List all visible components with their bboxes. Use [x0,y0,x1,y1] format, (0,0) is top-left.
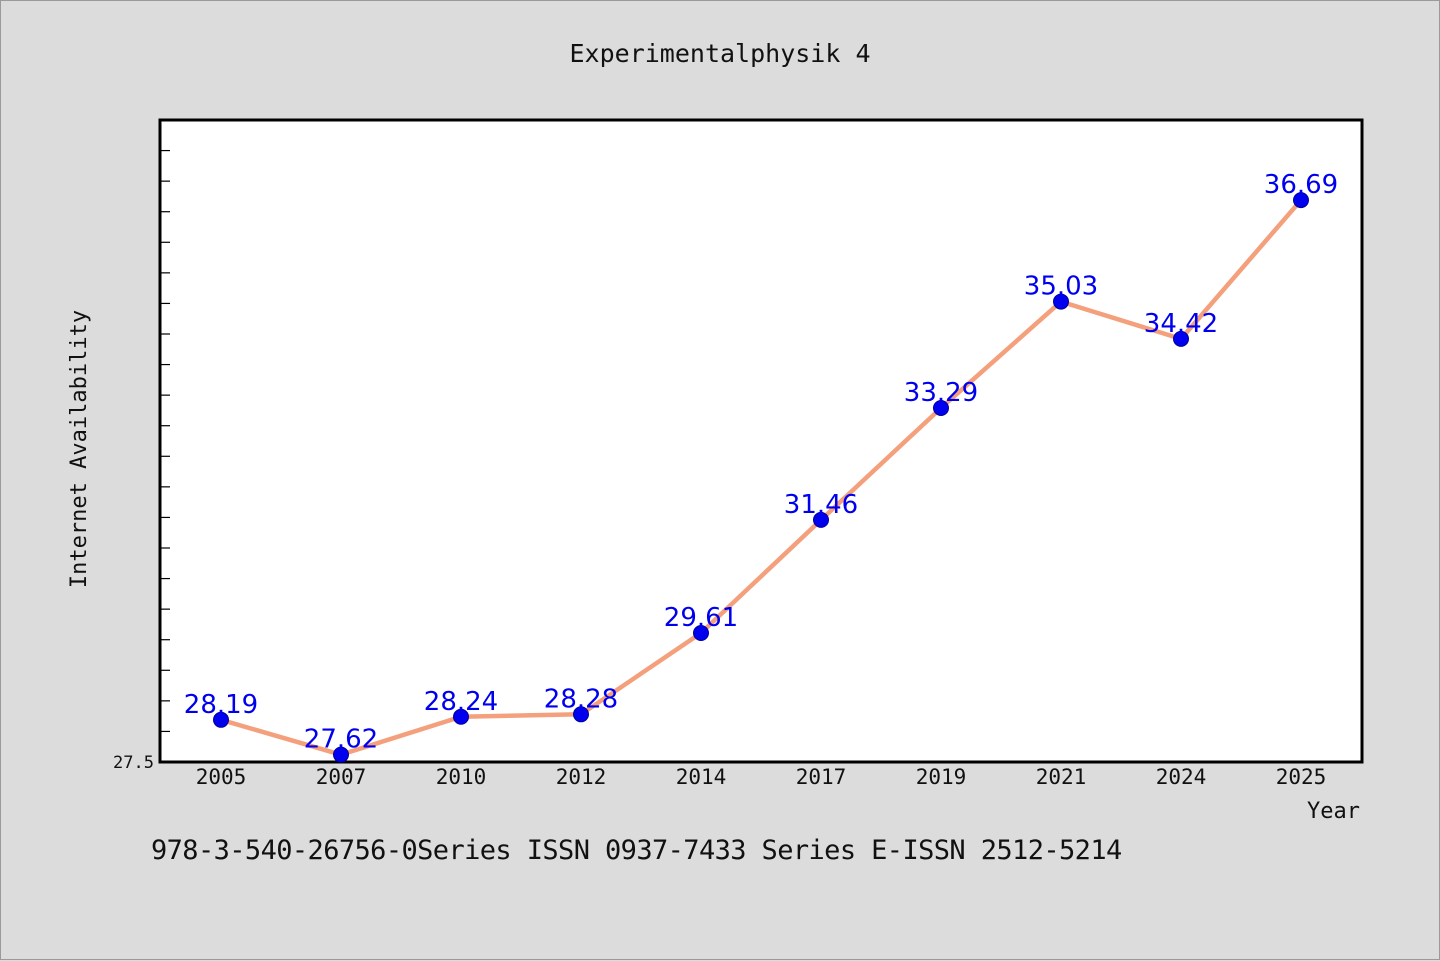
x-tick-label: 2017 [796,765,847,789]
data-label: 29.61 [664,603,738,633]
data-point [933,399,949,416]
data-point [693,624,709,641]
x-tick-label: 2012 [556,765,607,789]
data-label: 34.42 [1144,309,1218,339]
footer-isbn-text: 978-3-540-26756-0Series ISSN 0937-7433 S… [151,835,1122,866]
data-point [1173,330,1189,347]
data-label: 27.62 [304,725,378,755]
data-label: 28.19 [184,690,258,720]
data-label: 35.03 [1024,272,1098,302]
x-tick-label: 2019 [916,765,967,789]
data-label: 33.29 [904,378,978,408]
x-tick-label: 2024 [1156,765,1207,789]
data-point [213,711,229,728]
x-axis-tick-labels: 2005 2007 2010 2012 2014 2017 2019 2021 2024 2025 [196,765,1327,789]
x-tick-label: 2010 [436,765,487,789]
data-point [333,746,349,763]
data-point [573,706,589,723]
data-point [1053,293,1069,310]
x-tick-label: 2021 [1036,765,1087,789]
y-axis-label: Internet Availability [67,310,92,588]
plot-area [158,118,1364,764]
series-line [218,197,1304,757]
y-axis-ticks [160,149,170,733]
x-axis-label: Year [1307,799,1360,824]
series-internet-availability: 28.19 27.62 28.24 28.28 29.61 31.46 33.29 35.03… [184,170,1338,763]
data-label: 28.24 [424,687,498,717]
x-tick-label: 2014 [676,765,727,789]
x-tick-label: 2005 [196,765,247,789]
chart-title: Experimentalphysik 4 [569,39,870,68]
x-tick-label: 2007 [316,765,367,789]
data-label: 31.46 [784,490,858,520]
data-point [1293,192,1309,209]
data-label: 28.28 [544,684,618,714]
y-tick-label: 27.5 [113,753,154,773]
data-point [453,708,469,725]
x-tick-label: 2025 [1276,765,1327,789]
data-point [813,511,829,528]
data-label: 36.69 [1264,170,1338,200]
